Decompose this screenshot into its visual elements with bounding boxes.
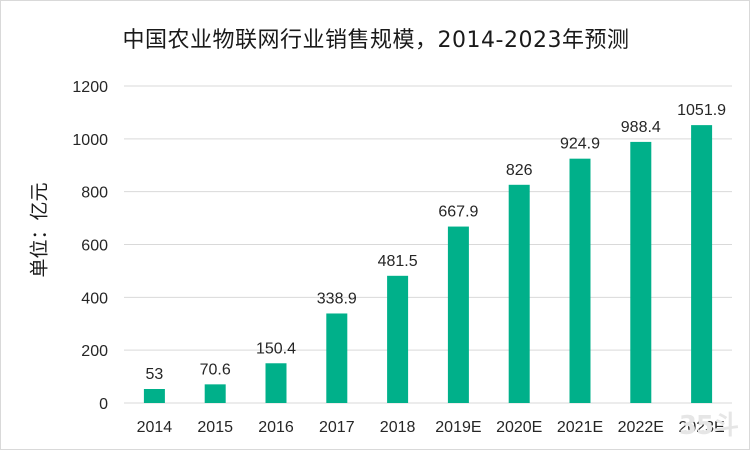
x-tick-label: 2023E	[678, 419, 724, 436]
y-tick-label: 800	[81, 185, 108, 202]
bar	[143, 388, 165, 403]
x-tick-label: 2020E	[496, 419, 542, 436]
bar	[265, 363, 287, 403]
x-tick-label: 2017	[319, 419, 355, 436]
y-tick-label: 1000	[72, 132, 108, 149]
bar	[569, 158, 591, 403]
bar	[508, 184, 530, 403]
bar	[204, 384, 226, 403]
y-tick-label: 1200	[72, 79, 108, 96]
x-tick-label: 2022E	[618, 419, 664, 436]
watermark-logo: 35斗	[678, 411, 739, 441]
data-label: 338.9	[317, 290, 357, 307]
x-tick-label: 2014	[137, 419, 173, 436]
y-tick-label: 200	[81, 343, 108, 360]
data-label: 70.6	[200, 361, 231, 378]
chart-title: 中国农业物联网行业销售规模，2014-2023年预测	[122, 28, 630, 53]
x-tick-label: 2018	[380, 419, 416, 436]
bar	[630, 141, 652, 404]
data-label: 826	[506, 162, 533, 179]
bar	[326, 313, 348, 403]
data-label: 924.9	[560, 136, 600, 153]
data-label: 53	[146, 366, 164, 383]
data-label: 150.4	[256, 340, 296, 357]
x-tick-label: 2016	[258, 419, 294, 436]
data-label: 988.4	[621, 119, 661, 136]
data-label: 1051.9	[677, 102, 726, 119]
bar	[387, 275, 409, 403]
data-label: 481.5	[378, 253, 418, 270]
y-tick-label: 400	[81, 290, 108, 307]
y-tick-label: 0	[99, 396, 108, 413]
x-tick-label: 2015	[197, 419, 233, 436]
x-tick-label: 2021E	[557, 419, 603, 436]
bar	[447, 226, 469, 403]
y-tick-label: 600	[81, 238, 108, 255]
x-tick-label: 2019E	[435, 419, 481, 436]
bar	[691, 125, 713, 404]
data-label: 667.9	[438, 204, 478, 221]
